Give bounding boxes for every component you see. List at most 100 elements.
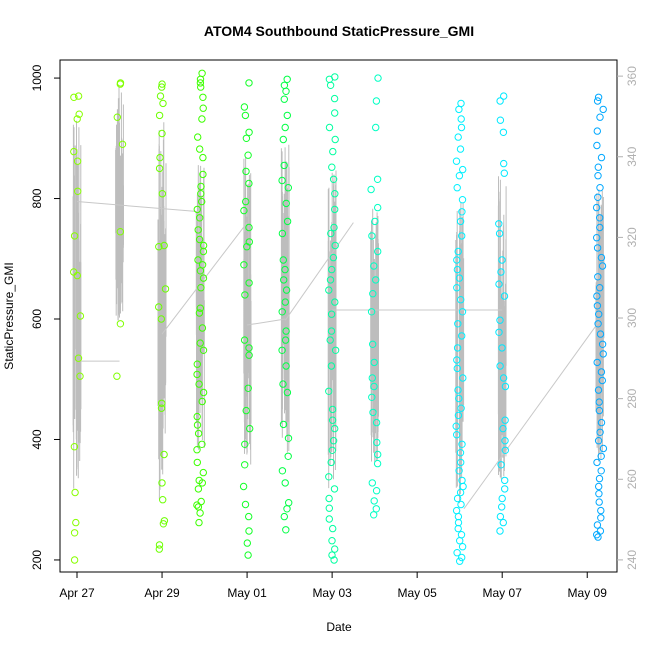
- data-point: [453, 256, 461, 264]
- data-point: [457, 296, 465, 304]
- data-point: [194, 133, 202, 141]
- data-point: [193, 421, 202, 429]
- data-point: [70, 147, 78, 156]
- grey-trace-layer: [72, 87, 605, 510]
- data-point: [283, 388, 292, 397]
- data-point: [370, 497, 378, 505]
- data-point: [596, 214, 604, 222]
- data-point: [198, 324, 207, 332]
- data-point: [370, 511, 378, 519]
- data-point: [459, 374, 467, 382]
- data-point: [282, 327, 290, 335]
- data-point: [325, 494, 333, 503]
- data-point: [455, 105, 463, 114]
- data-point: [282, 87, 290, 96]
- data-point: [70, 93, 78, 102]
- data-point: [280, 161, 288, 170]
- data-point: [369, 408, 377, 417]
- data-point: [240, 103, 249, 111]
- data-point: [458, 308, 467, 316]
- data-point: [116, 320, 125, 328]
- data-point: [454, 411, 463, 420]
- data-point: [328, 537, 336, 545]
- data-point: [457, 500, 465, 509]
- data-point: [155, 545, 164, 553]
- chart-title: ATOM4 Southbound StaticPressure_GMI: [204, 23, 474, 39]
- data-point: [456, 537, 464, 545]
- data-point: [118, 140, 127, 149]
- data-point: [372, 487, 381, 495]
- y-tick-label: 1000: [30, 64, 44, 91]
- data-point: [328, 265, 336, 274]
- data-point: [70, 529, 79, 537]
- data-point: [458, 232, 466, 240]
- data-point: [158, 80, 166, 88]
- data-point: [498, 344, 506, 352]
- data-point: [328, 551, 336, 559]
- x-tick-label: May 09: [568, 586, 608, 600]
- data-point: [325, 515, 333, 523]
- data-point: [325, 123, 334, 132]
- data-point: [199, 153, 207, 162]
- data-point: [76, 312, 85, 320]
- data-point: [198, 69, 206, 78]
- data-point: [281, 336, 290, 344]
- data-point: [374, 247, 382, 256]
- data-point: [331, 346, 340, 354]
- data-point: [499, 128, 508, 137]
- data-point: [458, 440, 466, 448]
- data-point: [198, 397, 206, 406]
- data-point: [240, 336, 249, 344]
- data-point: [241, 111, 250, 120]
- data-point: [326, 276, 335, 284]
- data-point: [325, 387, 333, 395]
- data-point: [453, 284, 461, 292]
- data-point: [457, 123, 466, 132]
- data-point: [280, 95, 288, 103]
- data-point: [327, 310, 336, 318]
- grey-trace-segment: [157, 122, 167, 500]
- plot-frame: [59, 59, 618, 573]
- data-point: [499, 424, 507, 433]
- data-point: [245, 279, 253, 287]
- data-point: [329, 437, 338, 445]
- right-y-tick-label: 340: [625, 146, 639, 166]
- data-point: [330, 223, 338, 232]
- data-point: [71, 488, 79, 497]
- data-point: [368, 393, 376, 401]
- data-point: [496, 512, 505, 521]
- data-point: [195, 380, 203, 388]
- data-point: [70, 556, 79, 564]
- data-point: [370, 358, 378, 367]
- data-point: [599, 444, 608, 453]
- data-point: [241, 500, 250, 509]
- data-point: [454, 518, 463, 527]
- data-point: [599, 105, 607, 114]
- data-point: [326, 81, 335, 90]
- data-point: [593, 531, 601, 539]
- data-point: [199, 170, 207, 179]
- y-tick-label: 200: [30, 550, 44, 570]
- data-point: [368, 479, 376, 487]
- data-point: [285, 499, 293, 507]
- data-point: [454, 386, 462, 394]
- y-axis-label: StaticPressure_GMI: [2, 262, 16, 369]
- data-point: [501, 446, 509, 454]
- data-point: [280, 276, 288, 284]
- data-point: [245, 238, 254, 246]
- data-point: [196, 79, 205, 87]
- data-point: [194, 256, 202, 264]
- data-point: [453, 431, 461, 439]
- data-point: [278, 308, 286, 316]
- data-point: [194, 429, 203, 438]
- data-point: [374, 74, 382, 82]
- grey-connector-line: [161, 222, 248, 335]
- data-point: [325, 473, 333, 481]
- data-point: [500, 169, 508, 177]
- data-point: [594, 193, 602, 202]
- data-point: [498, 256, 506, 264]
- data-point: [242, 167, 250, 176]
- data-point: [369, 290, 377, 298]
- data-point: [196, 214, 204, 222]
- data-point: [596, 284, 604, 292]
